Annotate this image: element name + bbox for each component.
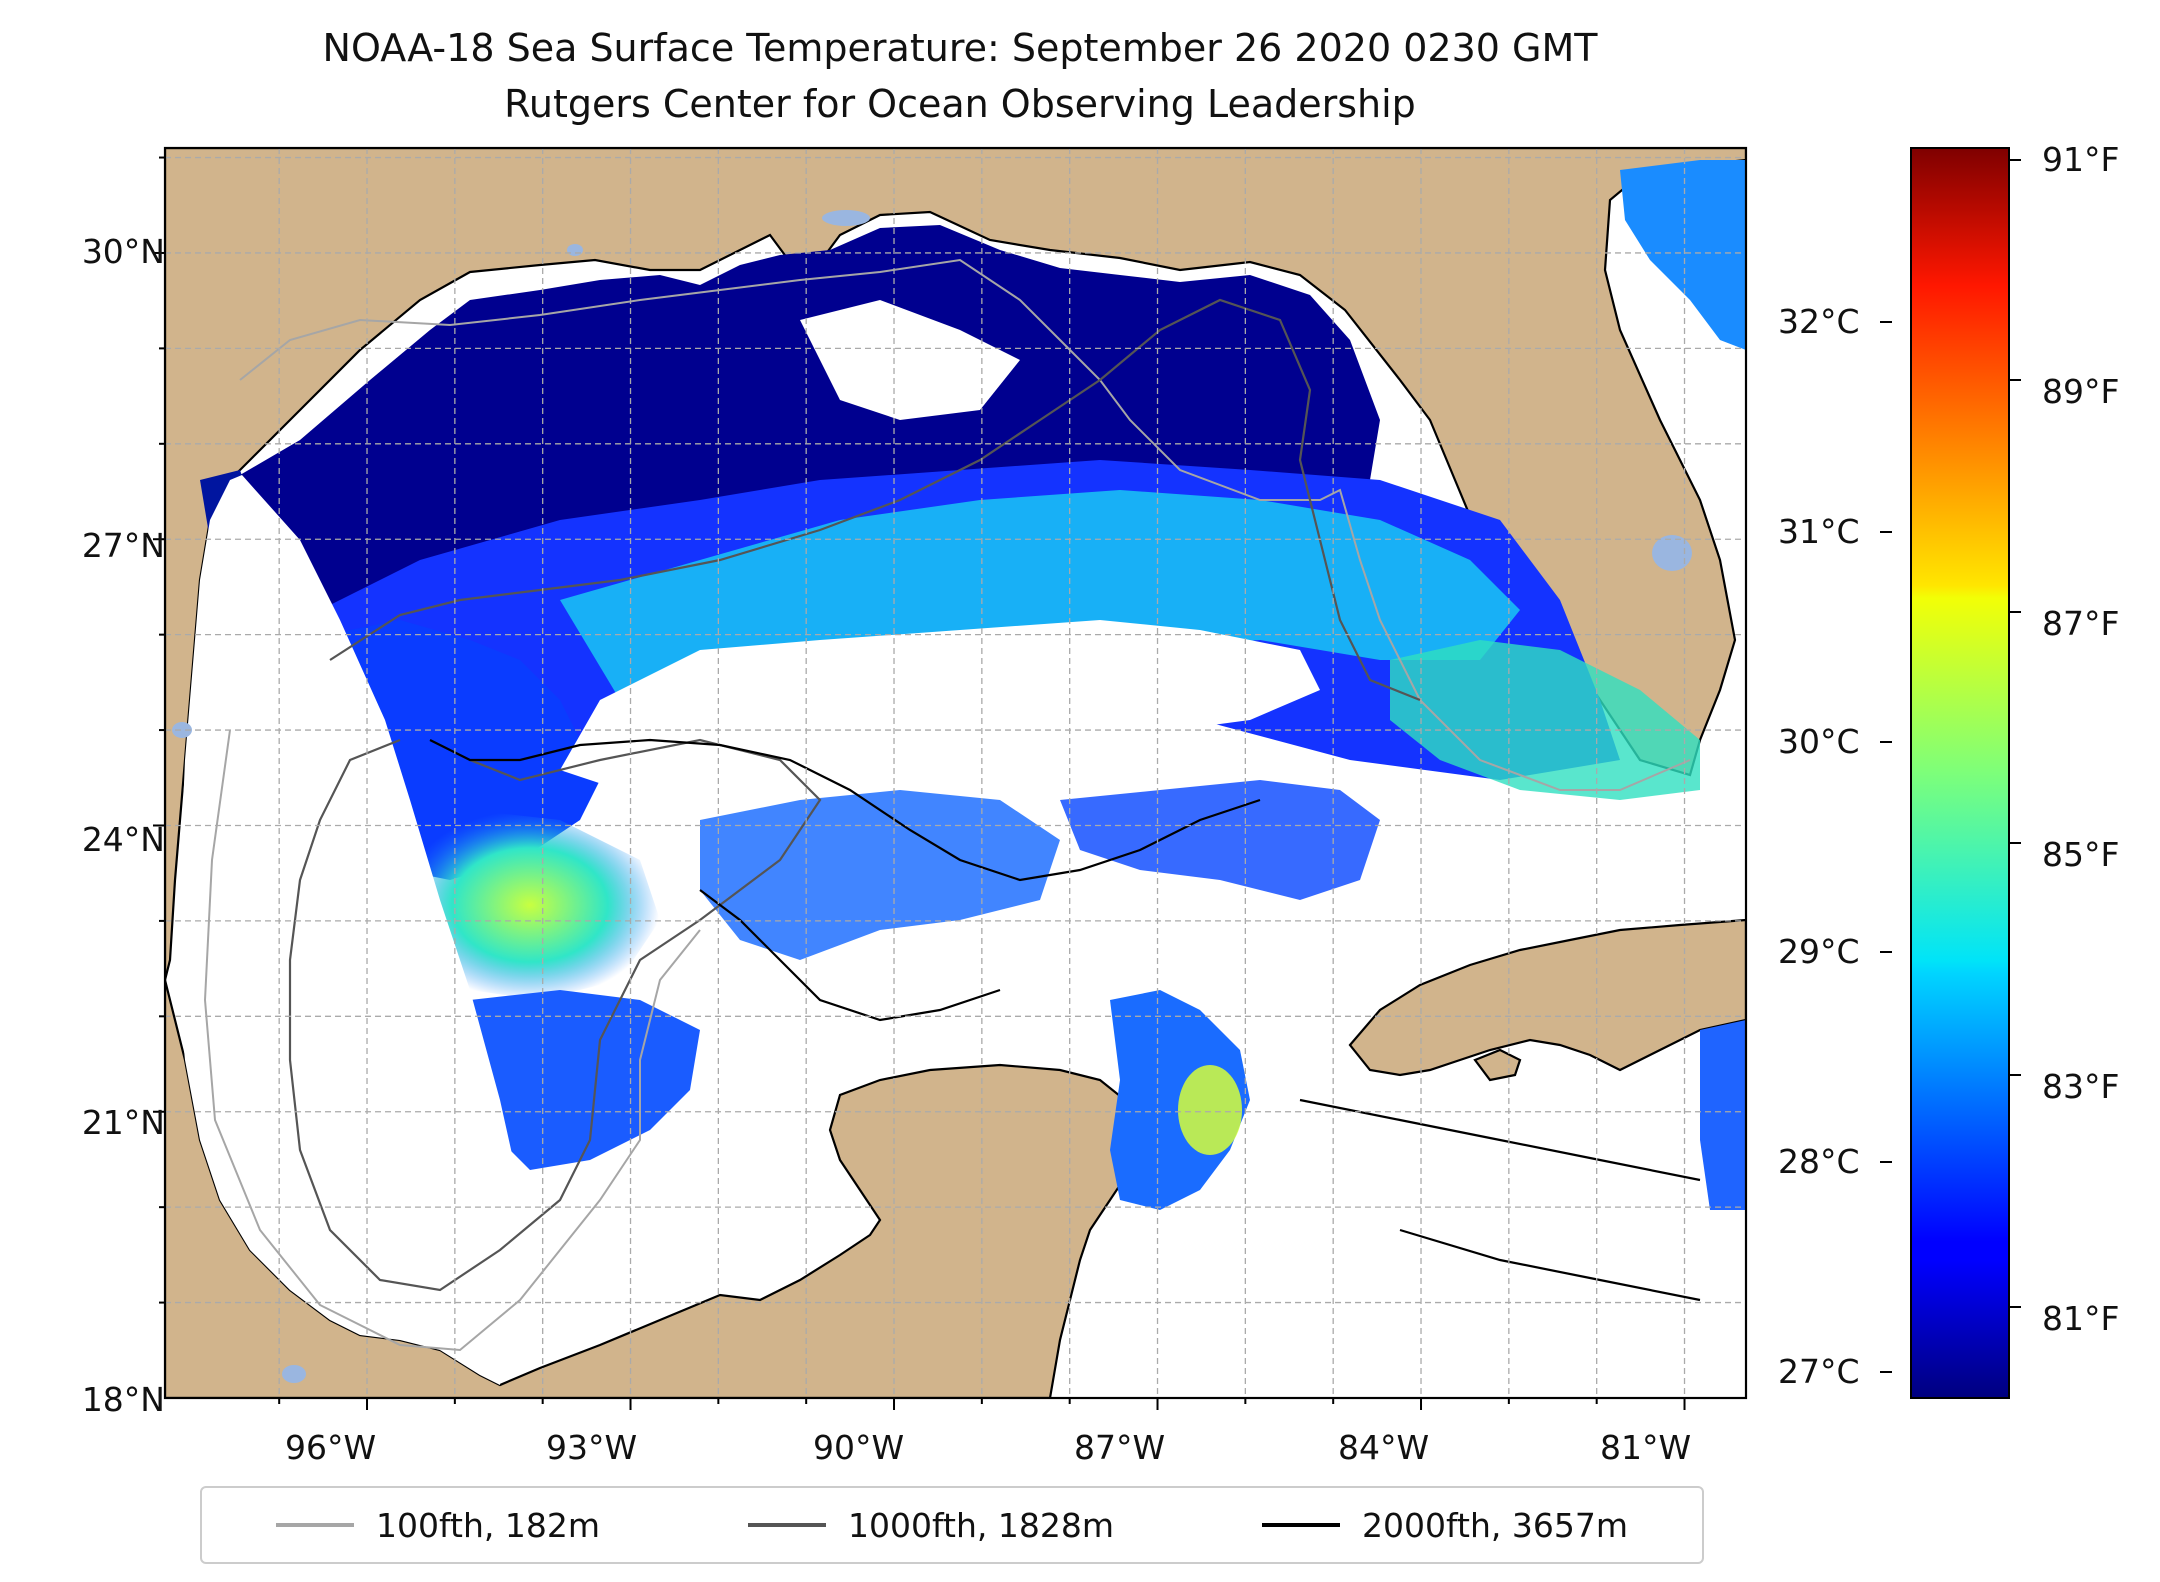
bathymetry-contours: [203, 258, 1701, 1352]
legend-item-1000fth: 1000fth, 1828m: [748, 1506, 1114, 1545]
cloud-gap-north: [800, 300, 1020, 420]
legend-swatch-2000fth: [1261, 1523, 1340, 1527]
axis-ticks: [153, 156, 2021, 1410]
lat-label-27N: 27°N: [81, 526, 165, 565]
cloud-gap-mid: [990, 910, 1120, 1010]
map-border: [163, 146, 1748, 1400]
colorbar: [1910, 147, 2010, 1399]
legend-swatch-100fth: [276, 1523, 354, 1527]
lat-label-21N: 21°N: [81, 1103, 165, 1142]
gridlines: [165, 148, 1746, 1398]
lon-label-87W: 87°W: [1074, 1428, 1166, 1467]
sst-caribbean-east: [1700, 1020, 1746, 1210]
lakes-layer: [172, 210, 1692, 1383]
land-layer: [165, 148, 1746, 1398]
contour-2000fth: [429, 738, 1701, 1302]
celsius-label-29: 29°C: [1778, 932, 1860, 971]
celsius-label-31: 31°C: [1778, 512, 1860, 551]
legend-swatch-1000fth: [748, 1523, 826, 1527]
fahrenheit-label-89: 89°F: [2042, 372, 2120, 411]
lat-label-30N: 30°N: [81, 232, 165, 271]
sst-patchy-center: [700, 790, 1060, 960]
lon-label-90W: 90°W: [813, 1428, 905, 1467]
sst-cyan-east: [1390, 640, 1700, 800]
celsius-label-28: 28°C: [1778, 1142, 1860, 1181]
sst-patchy-east: [1060, 780, 1380, 900]
celsius-label-32: 32°C: [1778, 302, 1860, 341]
celsius-label-30: 30°C: [1778, 722, 1860, 761]
land-cuba: [1348, 918, 1746, 1077]
fahrenheit-label-91: 91°F: [2042, 140, 2120, 179]
sst-warm-yucatan: [1178, 1065, 1242, 1155]
legend-label-1000fth: 1000fth, 1828m: [848, 1505, 1114, 1545]
lon-label-84W: 84°W: [1338, 1428, 1430, 1467]
lon-label-81W: 81°W: [1600, 1428, 1692, 1467]
fahrenheit-label-81: 81°F: [2042, 1299, 2120, 1338]
lon-label-93W: 93°W: [546, 1428, 638, 1467]
map-title: NOAA-18 Sea Surface Temperature: Septemb…: [322, 26, 1598, 70]
legend-item-100fth: 100fth, 182m: [276, 1506, 600, 1545]
fahrenheit-label-85: 85°F: [2042, 835, 2120, 874]
lon-label-96W: 96°W: [285, 1428, 377, 1467]
lake-pontchartrain: [822, 210, 870, 226]
legend-label-2000fth: 2000fth, 3657m: [1361, 1505, 1628, 1545]
map-subtitle: Rutgers Center for Ocean Observing Leade…: [504, 82, 1416, 126]
lake-mexico-south: [282, 1365, 306, 1383]
legend-label-100fth: 100fth, 182m: [376, 1505, 600, 1545]
map-layer: [165, 148, 1746, 1398]
lat-label-24N: 24°N: [81, 820, 165, 859]
cloud-gaps: [560, 300, 1600, 1010]
lake-mexico-west: [172, 722, 192, 738]
fahrenheit-label-87: 87°F: [2042, 604, 2120, 643]
sst-blue-sw: [470, 990, 700, 1170]
legend-item-2000fth: 2000fth, 3657m: [1261, 1505, 1628, 1545]
lake-okeechobee: [1652, 535, 1692, 571]
cloud-gap-east: [1380, 840, 1600, 940]
celsius-label-27: 27°C: [1778, 1352, 1860, 1391]
legend: 100fth, 182m 1000fth, 1828m 2000fth, 365…: [200, 1486, 1704, 1564]
sst-atlantic-ne: [1620, 160, 1746, 350]
lat-label-18N: 18°N: [81, 1380, 165, 1419]
lake-texas: [567, 244, 583, 256]
cloud-gap-center: [560, 620, 1320, 790]
sst-warm-patch-west: [400, 810, 660, 1000]
swath-no-data-west: [175, 475, 520, 1385]
fahrenheit-label-83: 83°F: [2042, 1067, 2120, 1106]
